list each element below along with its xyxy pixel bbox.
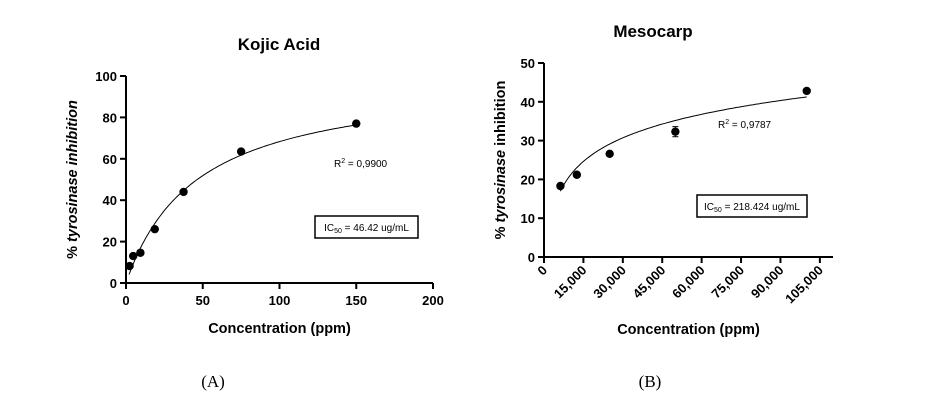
- x-tick-label: 15,000: [551, 263, 590, 302]
- x-tick-label: 0: [122, 293, 129, 308]
- y-tick-label: 20: [103, 235, 117, 250]
- x-tick-label: 50: [196, 293, 210, 308]
- x-tick-label: 200: [422, 293, 444, 308]
- y-axis-label: % tyrosinase inhibition: [65, 100, 81, 259]
- ic50-sub: 50: [714, 207, 722, 214]
- y-tick-label: 20: [521, 172, 535, 187]
- panel-label: (A): [201, 372, 225, 391]
- ic50-label: IC50 = 46.42 ug/mL: [324, 223, 409, 235]
- ic50-ic: IC: [704, 202, 714, 213]
- y-tick-label: 0: [110, 276, 117, 291]
- y-tick-label: 100: [95, 69, 117, 84]
- data-point: [605, 149, 614, 158]
- x-tick-label: 75,000: [708, 263, 747, 302]
- r-squared-value: = 0,9787: [729, 120, 771, 131]
- ic50-box: [696, 194, 808, 218]
- x-tick-label: 100: [269, 293, 291, 308]
- y-tick-label: 40: [103, 193, 117, 208]
- fit-curve: [128, 124, 357, 275]
- r-squared-sup: 2: [341, 158, 345, 165]
- data-point: [671, 127, 680, 136]
- y-tick-label: 10: [521, 211, 535, 226]
- y-tick-label: 60: [103, 152, 117, 167]
- data-point: [179, 187, 188, 197]
- ic50-sub: 50: [334, 228, 342, 235]
- y-tick-label: 40: [521, 95, 535, 110]
- chart-panel-a: Kojic Acid 0 20 40 60 80 100 0 50 100 150 200 Concen…: [65, 35, 444, 391]
- r-squared-label: R2 = 0,9787: [718, 119, 772, 131]
- ic50-value: = 218.424 ug/mL: [722, 202, 801, 213]
- ic50-label: IC50 = 218.424 ug/mL: [704, 202, 800, 214]
- y-axis-label-suffix: inhibition: [493, 81, 509, 150]
- data-point: [556, 181, 565, 191]
- x-axis-label: Concentration (ppm): [208, 321, 351, 337]
- y-tick-label: 80: [103, 110, 117, 125]
- r-squared-r: R: [334, 159, 341, 170]
- data-point: [352, 119, 361, 128]
- chart-title: Kojic Acid: [238, 35, 321, 54]
- x-tick-label: 60,000: [669, 263, 708, 302]
- data-point: [572, 170, 582, 179]
- x-tick-label: 90,000: [748, 263, 787, 302]
- data-point: [125, 261, 134, 271]
- x-tick-label: 30,000: [590, 263, 629, 302]
- x-tick-label: 45,000: [630, 263, 669, 302]
- ic50-value: = 46.42 ug/mL: [342, 223, 409, 234]
- data-point: [236, 147, 246, 156]
- x-tick-label: 105,000: [782, 263, 826, 307]
- y-axis-label: % tyrosinase inhibition: [493, 81, 509, 240]
- r-squared-sup: 2: [725, 119, 729, 126]
- y-axis-label-italic: tyrosinase: [493, 150, 509, 223]
- r-squared-r: R: [718, 120, 725, 131]
- ic50-ic: IC: [324, 223, 334, 234]
- fit-curve: [559, 96, 807, 192]
- ic50-box: [314, 215, 419, 239]
- chart-title: Mesocarp: [613, 22, 692, 41]
- r-squared-label: R2 = 0,9900: [334, 158, 388, 170]
- y-axis-label-prefix: %: [65, 242, 81, 259]
- panel-label: (B): [639, 372, 662, 391]
- x-tick-label: 0: [534, 263, 550, 279]
- data-point: [128, 251, 138, 261]
- r-squared-value: = 0,9900: [345, 159, 387, 170]
- data-point: [136, 248, 145, 257]
- x-axis-label: Concentration (ppm): [617, 322, 760, 338]
- data-point: [802, 86, 811, 96]
- x-tick-label: 150: [345, 293, 367, 308]
- y-tick-label: 0: [528, 250, 535, 265]
- y-tick-label: 30: [521, 134, 535, 149]
- y-tick-label: 50: [521, 56, 535, 71]
- y-axis-label-prefix: %: [493, 222, 509, 239]
- data-point: [150, 224, 159, 234]
- y-axis-label-italic: tyrosinase inhibition: [65, 100, 81, 242]
